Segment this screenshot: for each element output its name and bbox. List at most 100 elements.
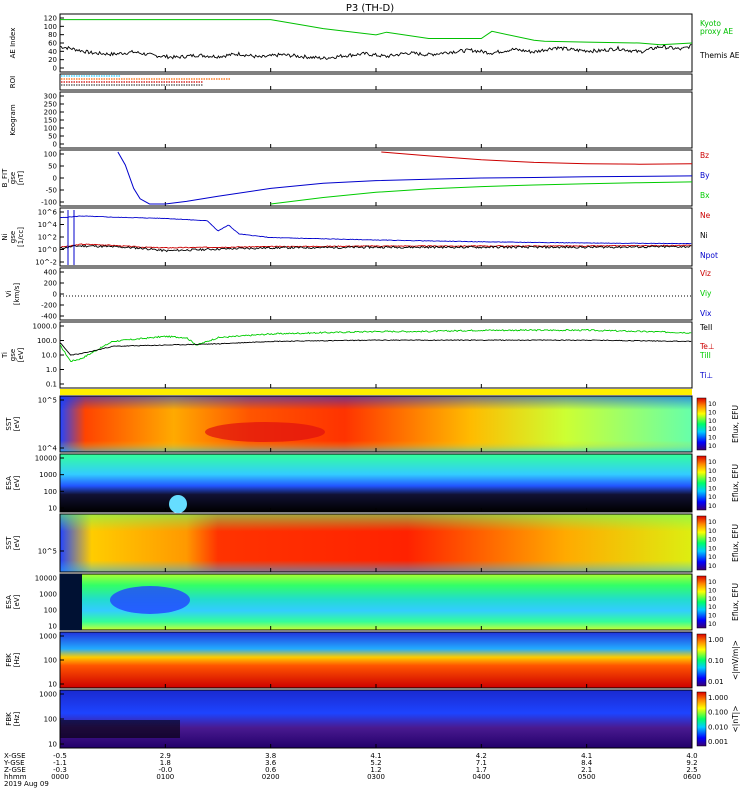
- footer-value: 8.4: [581, 759, 593, 767]
- y-tick-label-keogram: 50: [48, 133, 57, 141]
- footer-value: -0.3: [53, 766, 67, 774]
- legend-ae-kyoto: Kyoto: [700, 19, 721, 28]
- colorbar-tick-esa_e: 10: [708, 476, 716, 484]
- footer-value: 1.7: [476, 766, 487, 774]
- legend-density: Npot: [700, 251, 718, 260]
- y-tick-label-ae: 120: [44, 15, 57, 23]
- legend-density: Ne: [700, 211, 711, 220]
- colorbar-title: Eflux, EFU: [731, 583, 740, 621]
- quality-strip: [60, 389, 692, 395]
- panel-frame-velocity: [59, 267, 693, 321]
- y-axis-label-sst_e: SST [eV]: [5, 416, 21, 431]
- y-axis-label-line-sst_e: SST: [5, 417, 13, 431]
- colorbar-title: Eflux, EFU: [731, 464, 740, 502]
- y-tick-label-esa_i: 10000: [35, 575, 57, 583]
- footer-value: 0100: [156, 773, 174, 781]
- y-axis-label-line-ae: AE Index: [9, 28, 17, 59]
- legend-bfield: By: [700, 171, 710, 180]
- colorbar-tick-esa_i: 10: [708, 612, 716, 620]
- y-tick-label-temperature: 1000.0: [33, 323, 58, 331]
- colorbar-tick-esa_i: 10: [708, 586, 716, 594]
- y-axis-label-line-sst_e: [eV]: [13, 416, 21, 431]
- y-axis-label-keogram: Keogram: [9, 104, 17, 135]
- colorbar-esa_e: [696, 455, 707, 511]
- y-axis-label-roi: ROI: [9, 76, 17, 88]
- footer-row-label: hhmm: [4, 773, 27, 781]
- spectrogram-layer-fbk_e: [60, 632, 692, 688]
- footer-value: 3.6: [265, 759, 277, 767]
- footer-value: 2.5: [686, 766, 697, 774]
- y-axis-label-line-temperature: Ti: [1, 352, 9, 359]
- series-line-bfield-bz: [381, 151, 693, 165]
- colorbar-tick-fbk_b: 0.100: [708, 709, 728, 717]
- colorbar-tick-esa_i: 10: [708, 603, 716, 611]
- y-tick-label-bfield: -100: [41, 199, 57, 207]
- y-tick-label-esa_i: 10: [48, 623, 57, 631]
- panel-frame-density: [59, 207, 693, 267]
- y-axis-label-line-bfield: [nT]: [17, 171, 25, 185]
- y-axis-label-line-roi: ROI: [9, 76, 17, 88]
- panel-frame-temperature: [59, 321, 693, 389]
- colorbar-title: Eflux, EFU: [731, 405, 740, 443]
- footer-value: 1.2: [370, 766, 381, 774]
- colorbar-tick-fbk_b: 0.001: [708, 738, 728, 746]
- y-axis-label-line-bfield: gse: [9, 172, 17, 184]
- legend-temperature: Ti⊥: [699, 371, 713, 380]
- y-tick-label-sst_e: 10^4: [38, 445, 58, 453]
- y-tick-label-keogram: 150: [44, 117, 57, 125]
- series-line-density-ni: [59, 244, 692, 253]
- esa-ion-edge: [60, 574, 82, 630]
- colorbar-tick-sst_i: 10: [708, 536, 716, 544]
- colorbar-tick-esa_e: 10: [708, 458, 716, 466]
- y-tick-label-keogram: 0: [53, 141, 57, 149]
- y-tick-label-esa_e: 10: [48, 505, 57, 513]
- y-axis-label-line-density: Ni: [1, 233, 9, 240]
- y-tick-label-fbk_e: 10: [48, 681, 57, 689]
- y-axis-label-line-esa_e: [eV]: [13, 475, 21, 490]
- colorbar-tick-sst_e: 10: [708, 408, 716, 416]
- esa-ion-feature: [110, 586, 190, 614]
- y-tick-label-density: 10^2: [38, 234, 57, 242]
- colorbar-tick-esa_i: 10: [708, 595, 716, 603]
- colorbar-tick-fbk_b: 1.000: [708, 694, 728, 702]
- y-tick-label-velocity: -400: [41, 313, 57, 321]
- y-tick-label-density: 10^-2: [35, 259, 57, 267]
- y-tick-label-bfield: 50: [48, 163, 57, 171]
- colorbar-tick-sst_i: 10: [708, 518, 716, 526]
- footer-row-label: X-GSE: [4, 752, 26, 760]
- y-tick-label-fbk_e: 100: [44, 657, 57, 665]
- series-line-ae-kyoto-proxy-ae: [60, 19, 693, 46]
- footer-value: -0.5: [53, 752, 67, 760]
- y-tick-label-velocity: 0: [53, 291, 57, 299]
- y-axis-label-line-temperature: [eV]: [17, 347, 25, 362]
- colorbar-tick-esa_e: 10: [708, 502, 716, 510]
- sst-core: [205, 422, 325, 442]
- colorbar-label-esa_i: Eflux, EFU: [731, 583, 740, 621]
- footer-value: 0200: [262, 773, 280, 781]
- y-tick-label-temperature: 10.0: [41, 352, 57, 360]
- colorbar-tick-fbk_e: 1.00: [708, 636, 724, 644]
- footer-row-label: Y-GSE: [3, 759, 25, 767]
- series-line-bfield-bx: [270, 181, 693, 205]
- footer-value: -1.1: [53, 759, 67, 767]
- y-axis-label-line-esa_i: [eV]: [13, 594, 21, 609]
- spectrogram-layer-fbk_b: [60, 690, 692, 748]
- y-tick-label-keogram: 100: [44, 125, 57, 133]
- footer-date: 2019 Aug 09: [4, 780, 49, 788]
- colorbar-tick-sst_i: 10: [708, 562, 716, 570]
- footer-value: 0600: [683, 773, 701, 781]
- y-tick-label-keogram: 300: [44, 93, 57, 101]
- footer-value: 3.8: [265, 752, 276, 760]
- y-tick-label-sst_e: 10^5: [38, 397, 57, 405]
- footer-value: 2.9: [160, 752, 171, 760]
- footer-value: 7.1: [476, 759, 487, 767]
- legend-bfield: Bz: [700, 151, 709, 160]
- legend-ae-kyoto-2: proxy AE: [700, 27, 733, 36]
- footer-value: 0.6: [265, 766, 277, 774]
- y-axis-label-line-sst_i: [eV]: [13, 535, 21, 550]
- colorbar-tick-sst_e: 10: [708, 417, 716, 425]
- panel-frame-bfield: [59, 149, 693, 207]
- footer-value: 4.0: [686, 752, 697, 760]
